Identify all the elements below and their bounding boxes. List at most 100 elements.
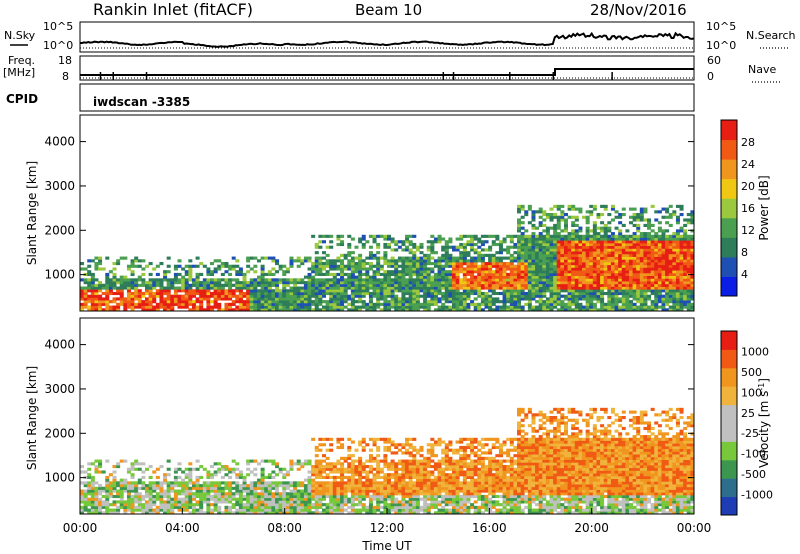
velocity-cell	[256, 484, 261, 488]
power-cell	[376, 281, 381, 285]
power-cell	[531, 242, 536, 247]
power-cell	[433, 291, 438, 296]
power-cell	[358, 300, 363, 304]
power-cell	[592, 302, 597, 306]
power-cell	[444, 270, 449, 274]
power-cell	[672, 289, 677, 293]
power-cell	[332, 264, 337, 268]
power-cell	[495, 272, 500, 277]
power-cell	[531, 262, 536, 266]
power-cell	[668, 278, 673, 282]
power-cell	[383, 297, 388, 301]
power-cell	[549, 213, 554, 217]
velocity-cell	[163, 478, 168, 482]
power-cell	[188, 283, 193, 287]
power-cell	[603, 240, 608, 244]
power-cell	[430, 267, 435, 271]
power-cell	[340, 275, 345, 279]
velocity-cell	[318, 475, 323, 480]
velocity-cell	[166, 497, 171, 501]
power-cell	[509, 286, 514, 290]
velocity-cell	[224, 467, 229, 471]
power-cell	[195, 291, 200, 296]
power-cell	[672, 232, 677, 236]
power-cell	[412, 286, 417, 290]
power-cell	[665, 281, 670, 285]
power-cell	[484, 305, 489, 309]
power-cell	[563, 234, 568, 238]
power-cell	[394, 267, 399, 271]
power-cell	[498, 256, 503, 260]
velocity-cell	[173, 492, 178, 496]
power-cell	[282, 294, 287, 298]
velocity-cell	[343, 508, 348, 512]
power-cell	[621, 213, 626, 217]
power-cell	[607, 229, 612, 233]
power-cell	[527, 251, 532, 255]
power-cell	[105, 272, 110, 277]
power-cell	[621, 286, 626, 290]
power-cell	[690, 297, 695, 301]
velocity-cell	[329, 494, 334, 499]
power-cell	[419, 245, 424, 249]
velocity-cell	[173, 470, 178, 474]
power-cell	[289, 297, 294, 301]
power-cell	[159, 294, 164, 298]
velocity-cell	[123, 459, 128, 463]
power-cell	[383, 286, 388, 290]
power-cell	[228, 283, 233, 287]
velocity-cell	[87, 508, 92, 512]
velocity-cell	[116, 481, 121, 485]
power-cell	[303, 294, 308, 298]
power-cell	[488, 267, 493, 271]
power-cell	[509, 272, 514, 277]
power-cell	[379, 291, 384, 296]
power-cell	[571, 300, 576, 304]
velocity-cell	[116, 494, 121, 499]
velocity-cell	[217, 494, 222, 499]
power-cell	[502, 281, 507, 285]
power-cell	[647, 297, 652, 301]
velocity-cell	[332, 511, 337, 515]
power-cell	[553, 283, 558, 287]
power-cell	[603, 253, 608, 257]
velocity-cell	[390, 484, 395, 488]
power-cell	[217, 294, 222, 298]
power-cell	[415, 286, 420, 290]
power-cell	[354, 308, 359, 312]
power-cell	[582, 259, 587, 263]
power-cell	[98, 297, 103, 301]
power-cell	[412, 278, 417, 282]
power-cell	[387, 245, 392, 249]
power-cell	[650, 289, 655, 293]
power-cell	[242, 272, 247, 277]
power-cell	[632, 215, 637, 219]
power-cell	[488, 270, 493, 274]
power-cell	[433, 272, 438, 277]
power-cell	[213, 297, 218, 301]
power-cell	[560, 234, 565, 238]
power-cell	[654, 253, 659, 257]
velocity-cell	[343, 500, 348, 504]
power-cell	[177, 259, 182, 263]
velocity-cell	[278, 494, 283, 499]
power-cell	[675, 289, 680, 293]
power-cell	[145, 286, 150, 290]
velocity-cell	[267, 511, 272, 515]
velocity-cell	[390, 440, 395, 444]
power-cell	[610, 218, 615, 222]
freq-panel: Freq. [MHz] 18 8 60 0 Nave	[3, 54, 782, 83]
velocity-cell	[372, 481, 377, 485]
power-cell	[452, 270, 457, 274]
power-cell	[217, 289, 222, 293]
velocity-cell	[285, 470, 290, 474]
power-cell	[455, 272, 460, 277]
power-cell	[531, 240, 536, 244]
velocity-cell	[376, 475, 381, 480]
power-cell	[452, 281, 457, 285]
power-cell	[278, 297, 283, 301]
power-cell	[408, 297, 413, 301]
velocity-cell	[368, 454, 373, 458]
power-cell	[83, 305, 88, 309]
velocity-cell	[405, 505, 410, 509]
